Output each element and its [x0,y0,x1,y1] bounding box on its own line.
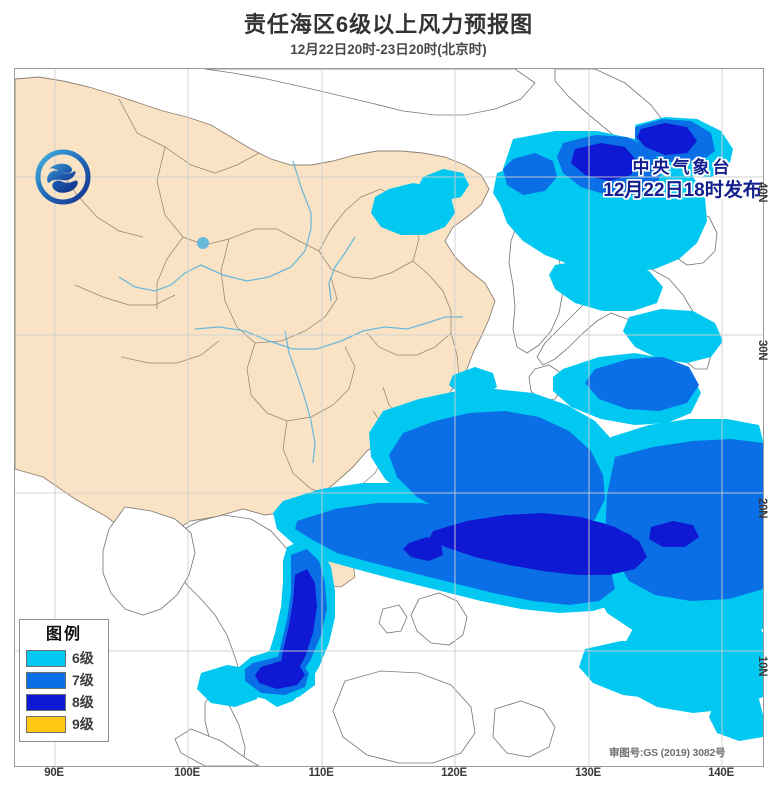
borneo [332,670,476,764]
y-tick-30n: 30N [756,340,768,361]
sumatra [174,728,260,766]
rivers [118,160,463,464]
map-approval-number: 审图号:GS (2019) 3082号 [609,747,726,759]
legend-label-8: 8级 [72,694,94,710]
legend-box: 图例 6级 7级 8级 9级 [19,619,109,742]
legend-item-8: 8级 [26,693,102,712]
y-tick-20n: 20N [756,498,768,519]
y-tick-10n: 10N [756,656,768,677]
legend-swatch-9 [26,716,66,733]
title-block: 责任海区6级以上风力预报图 12月22日20时-23日20时(北京时) [0,0,777,62]
map-frame: 中央气象台 12月22日18时发布 审图号:GS (2019) 3082号 图例… [14,68,764,767]
cma-dragon-logo [35,149,91,205]
page-title: 责任海区6级以上风力预报图 [243,12,534,37]
x-tick-140e: 140E [708,767,734,779]
legend-label-9: 9级 [72,716,94,732]
page-subtitle: 12月22日20时-23日20时(北京时) [290,42,487,57]
mongolia-north [204,69,536,116]
sulawesi [492,700,556,758]
graticule [15,69,763,766]
legend-label-6: 6级 [72,650,94,666]
latitude-axis: 40N 30N 20N 10N [756,68,777,765]
map-canvas [15,69,763,766]
x-tick-100e: 100E [174,767,200,779]
x-tick-90e: 90E [44,767,64,779]
legend-label-7: 7级 [72,672,94,688]
legend-swatch-6 [26,650,66,667]
mindanao [410,592,468,646]
x-tick-130e: 130E [575,767,601,779]
legend-title: 图例 [45,626,82,643]
legend-swatch-8 [26,694,66,711]
wind-field-level-8 [255,123,699,689]
y-tick-40n: 40N [756,182,768,203]
palawan [378,604,408,634]
longitude-axis: 90E 100E 110E 120E 130E 140E [14,767,762,789]
legend-swatch-7 [26,672,66,689]
legend-item-6: 6级 [26,649,102,668]
x-tick-120e: 120E [441,767,467,779]
japan-honshu [536,268,712,370]
mainland-sea-asia [102,506,196,616]
legend-item-9: 9级 [26,715,102,734]
x-tick-110e: 110E [308,767,334,779]
legend-item-7: 7级 [26,671,102,690]
